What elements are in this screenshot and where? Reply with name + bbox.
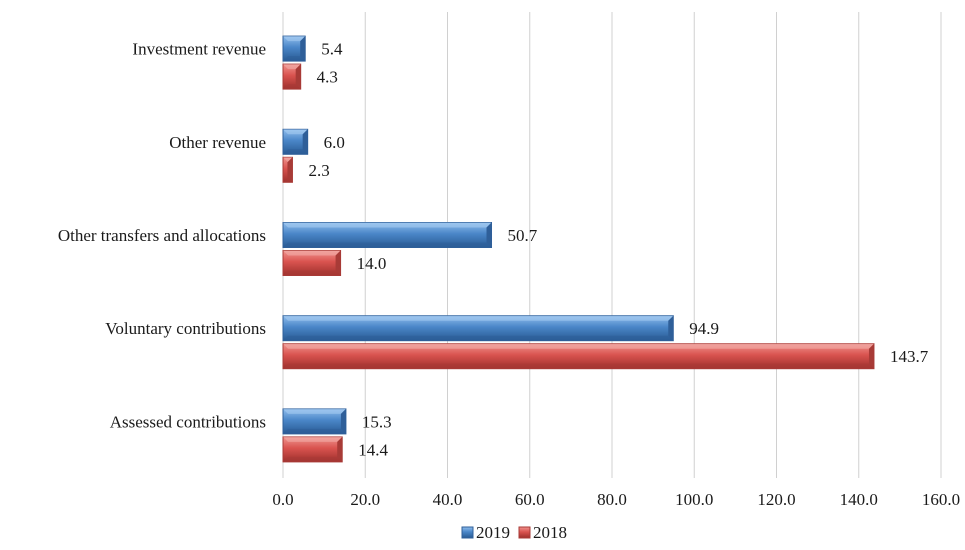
bar-2018-3 — [282, 343, 875, 370]
bar-2019-0 — [282, 35, 306, 62]
data-label: 2.3 — [308, 161, 329, 180]
legend-label: 2019 — [476, 523, 510, 542]
bar-bevel-end — [302, 129, 308, 155]
data-label: 15.3 — [362, 412, 392, 431]
x-tick-label: 120.0 — [757, 490, 795, 509]
x-tick-label: 20.0 — [350, 490, 380, 509]
bar-bevel-bottom — [283, 149, 308, 155]
bar-2019-3 — [282, 315, 674, 342]
bars — [282, 35, 875, 463]
bar-bevel-bottom — [283, 335, 674, 341]
bar-2019-1 — [282, 128, 309, 155]
category-label: Voluntary contributions — [105, 319, 266, 338]
bar-bevel-bottom — [283, 270, 341, 276]
bar-bevel-top — [283, 64, 301, 70]
bar-bevel-top — [283, 250, 341, 256]
bar-bevel-bottom — [283, 456, 343, 462]
category-label: Other transfers and allocations — [58, 226, 266, 245]
data-label: 143.7 — [890, 347, 929, 366]
bar-bevel-end — [486, 222, 492, 248]
bar-bevel-top — [283, 436, 343, 442]
gridlines — [282, 12, 942, 478]
x-tick-label: 160.0 — [922, 490, 960, 509]
x-tick-label: 80.0 — [597, 490, 627, 509]
legend-label: 2018 — [533, 523, 567, 542]
category-label: Assessed contributions — [110, 412, 266, 431]
legend-item-2019: 2019 — [461, 523, 510, 542]
data-label: 50.7 — [508, 226, 538, 245]
data-label: 5.4 — [321, 40, 343, 59]
bar-bevel-bottom — [283, 84, 301, 90]
bar-bevel-top — [283, 129, 308, 135]
bar-bevel-end — [295, 64, 301, 90]
bar-2018-1 — [282, 156, 293, 183]
bar-bevel-end — [337, 436, 343, 462]
bar-bevel-end — [335, 250, 341, 276]
bar-bevel-top — [283, 36, 306, 42]
x-tick-label: 0.0 — [272, 490, 293, 509]
bar-bevel-end — [340, 408, 346, 434]
bar-bevel-bottom — [283, 177, 293, 183]
bar-2019-4 — [282, 408, 347, 435]
category-label: Investment revenue — [132, 40, 266, 59]
bar-bevel-top — [283, 157, 293, 163]
category-label: Other revenue — [169, 133, 266, 152]
x-tick-label: 60.0 — [515, 490, 545, 509]
x-tick-label: 140.0 — [840, 490, 878, 509]
bar-bevel-end — [868, 343, 874, 369]
bar-bevel-end — [300, 36, 306, 62]
bar-bevel-bottom — [283, 363, 874, 369]
labels: 0.0 20.0 40.0 60.0 80.0 100.0 120.0 140.0 160.0 I… — [58, 40, 960, 509]
bar-2018-2 — [282, 250, 342, 276]
data-label: 4.3 — [317, 68, 338, 87]
bar-bevel-top — [283, 408, 346, 414]
bar-2019-2 — [282, 222, 493, 248]
data-label: 94.9 — [689, 319, 719, 338]
legend-item-2018: 2018 — [518, 523, 567, 542]
data-label: 14.0 — [357, 254, 387, 273]
bar-bevel-top — [283, 222, 492, 228]
x-tick-label: 100.0 — [675, 490, 713, 509]
bar-bevel-top — [283, 315, 674, 321]
bar-bevel-top — [283, 343, 874, 349]
bar-2018-0 — [282, 63, 302, 90]
data-label: 6.0 — [324, 133, 345, 152]
data-label: 14.4 — [358, 440, 388, 459]
bar-bevel-end — [287, 157, 293, 183]
legend-swatch — [461, 526, 474, 539]
bar-bevel-end — [668, 315, 674, 341]
x-tick-label: 40.0 — [433, 490, 463, 509]
legend: 2019 2018 — [461, 523, 567, 542]
bar-bevel-bottom — [283, 242, 492, 248]
legend-swatch — [518, 526, 531, 539]
bar-bevel-bottom — [283, 428, 346, 434]
bar-2018-4 — [282, 436, 343, 463]
bar-bevel-bottom — [283, 56, 306, 62]
